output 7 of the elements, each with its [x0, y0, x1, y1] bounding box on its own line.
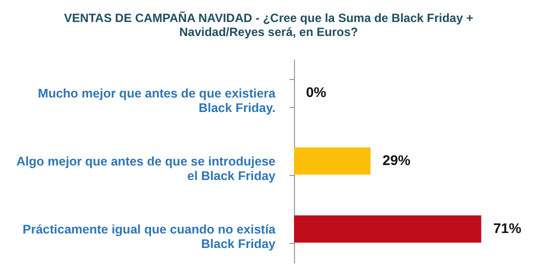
- data-label: 0%: [306, 84, 327, 100]
- data-label: 71%: [493, 220, 522, 236]
- y-tick-label: Mucho mejor que antes de que existiera Black Friday.: [38, 86, 277, 115]
- chart-title: VENTAS DE CAMPAÑA NAVIDAD - ¿Cree que la Suma de Black Friday + Navidad/Reyes será, en Euros?: [64, 11, 474, 39]
- y-tick-label: Algo mejor que antes de que se introdujese el Black Friday: [16, 154, 276, 183]
- data-label: 29%: [382, 152, 412, 168]
- y-tick-label: Prácticamente igual que cuando no existía Black Friday: [22, 222, 277, 251]
